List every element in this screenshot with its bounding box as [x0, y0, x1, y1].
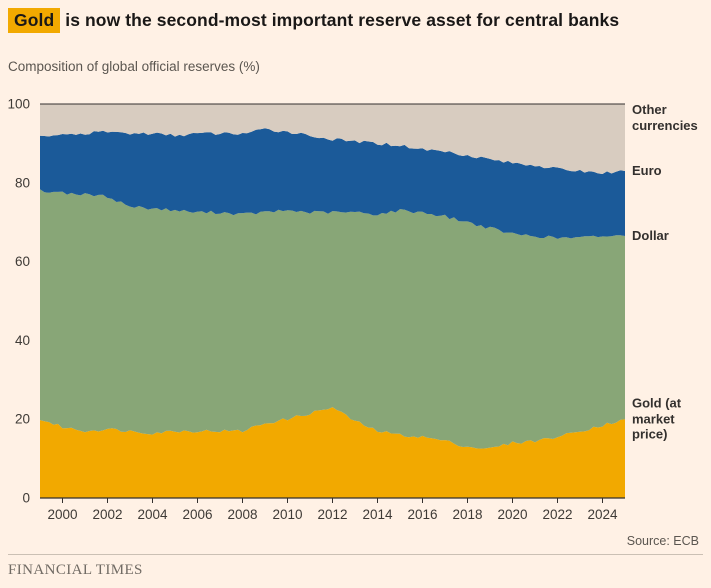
svg-text:2002: 2002 [92, 507, 122, 522]
svg-text:40: 40 [15, 333, 30, 348]
svg-text:2018: 2018 [452, 507, 482, 522]
svg-text:60: 60 [15, 254, 30, 269]
page-title-text: is now the second-most important reserve… [65, 10, 620, 30]
svg-text:100: 100 [7, 97, 30, 112]
svg-text:2010: 2010 [272, 507, 302, 522]
svg-text:2000: 2000 [47, 507, 77, 522]
gold-highlight-chip: Gold [8, 8, 61, 33]
svg-text:2016: 2016 [407, 507, 437, 522]
series-label-gold: Gold (at market price) [632, 395, 682, 442]
series-label-other-currencies: Other currencies [632, 102, 698, 133]
svg-text:20: 20 [15, 412, 30, 427]
footer-divider [8, 554, 703, 555]
series-label-dollar: Dollar [632, 228, 669, 244]
svg-text:2022: 2022 [542, 507, 572, 522]
stacked-area-plot: 0 20 40 60 80 100 2000 2002 2004 2006 2008 2010 2012… [7, 97, 625, 522]
chart-subtitle: Composition of global official reserves … [8, 59, 260, 74]
svg-text:0: 0 [22, 491, 30, 506]
source-note: Source: ECB [626, 534, 699, 548]
ft-logo: FINANCIAL TIMES [8, 562, 143, 578]
svg-text:2012: 2012 [317, 507, 347, 522]
svg-text:2014: 2014 [362, 507, 393, 522]
svg-text:80: 80 [15, 175, 30, 190]
svg-text:2020: 2020 [497, 507, 527, 522]
page-title: Gold is now the second-most important re… [8, 8, 620, 33]
svg-text:2004: 2004 [137, 507, 168, 522]
svg-text:2024: 2024 [587, 507, 618, 522]
stacked-area-chart: 0 20 40 60 80 100 2000 2002 2004 2006 2008 2010 2012… [0, 88, 711, 540]
svg-text:2006: 2006 [182, 507, 212, 522]
series-label-euro: Euro [632, 163, 662, 179]
svg-text:2008: 2008 [227, 507, 257, 522]
